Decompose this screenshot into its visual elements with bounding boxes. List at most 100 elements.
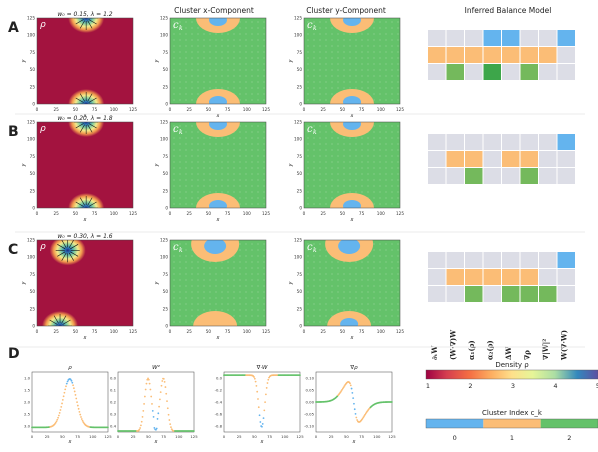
grid-marker [215,87,217,89]
grid-marker [331,63,333,65]
data-point [256,390,259,393]
grid-marker [331,27,333,29]
grid-marker [325,99,327,101]
grid-marker [239,267,241,269]
grid-marker [179,249,181,251]
grid-marker [227,191,229,193]
grid-marker [245,63,247,65]
grid-marker [191,291,193,293]
grid-marker [343,69,345,71]
grid-marker [325,321,327,323]
grid-marker [227,63,229,65]
grid-marker [379,137,381,139]
data-point [153,427,156,429]
grid-marker [257,267,259,269]
grid-marker [197,167,199,169]
balance-cell [446,64,464,80]
grid-marker [355,143,357,145]
grid-marker [355,149,357,151]
grid-marker [313,149,315,151]
grid-marker [385,161,387,163]
grid-marker [367,315,369,317]
balance-term-label: W(∇·W) [560,330,569,361]
grid-marker [337,167,339,169]
grid-marker [313,81,315,83]
grid-marker [257,51,259,53]
grid-marker [379,33,381,35]
grid-marker [391,155,393,157]
grid-marker [257,197,259,199]
balance-cell [465,47,483,63]
grid-marker [209,297,211,299]
data-point [165,392,168,395]
grid-marker [319,137,321,139]
grid-marker [251,39,253,41]
grid-marker [263,261,265,263]
balance-cell [446,269,464,285]
grid-marker [385,69,387,71]
grid-marker [397,197,399,199]
x-tick-label: 125 [262,211,270,216]
grid-marker [337,285,339,287]
grid-marker [227,75,229,77]
grid-marker [373,291,375,293]
x-tick-label: 50 [73,211,79,216]
grid-marker [337,261,339,263]
grid-marker [263,125,265,127]
grid-marker [209,291,211,293]
grid-marker [239,81,241,83]
grid-marker [367,267,369,269]
grid-marker [227,297,229,299]
data-point [350,387,353,390]
cluster-symbol-subscript: k [313,247,317,254]
grid-marker [179,167,181,169]
grid-marker [385,39,387,41]
x-axis-label: x [350,335,354,341]
grid-marker [361,185,363,187]
grid-marker [209,45,211,47]
grid-marker [373,45,375,47]
grid-marker [173,315,175,317]
grid-marker [239,33,241,35]
grid-marker [251,267,253,269]
grid-marker [355,69,357,71]
grid-marker [257,143,259,145]
grid-marker [313,63,315,65]
grid-marker [197,197,199,199]
grid-marker [215,273,217,275]
grid-marker [319,197,321,199]
x-tick-label: 25 [54,107,60,112]
grid-marker [331,33,333,35]
data-point [144,388,147,391]
grid-marker [343,297,345,299]
grid-marker [313,279,315,281]
grid-marker [245,273,247,275]
balance-cell [539,269,557,285]
grid-marker [319,81,321,83]
grid-marker [179,321,181,323]
y-tick-label: 125 [160,16,168,21]
grid-marker [251,273,253,275]
grid-marker [361,167,363,169]
grid-marker [239,197,241,199]
grid-marker [185,69,187,71]
grid-marker [349,279,351,281]
grid-marker [319,315,321,317]
grid-marker [385,125,387,127]
y-tick-label: 125 [294,120,302,125]
grid-marker [221,87,223,89]
data-point [298,374,301,377]
data-point [253,377,256,380]
grid-marker [367,69,369,71]
grid-marker [233,297,235,299]
grid-marker [313,267,315,269]
grid-marker [197,279,199,281]
grid-marker [239,87,241,89]
grid-marker [331,185,333,187]
grid-marker [397,63,399,65]
balance-cell [557,252,575,268]
grid-marker [173,179,175,181]
grid-marker [385,149,387,151]
flow-arrow [79,197,85,206]
grid-marker [257,261,259,263]
